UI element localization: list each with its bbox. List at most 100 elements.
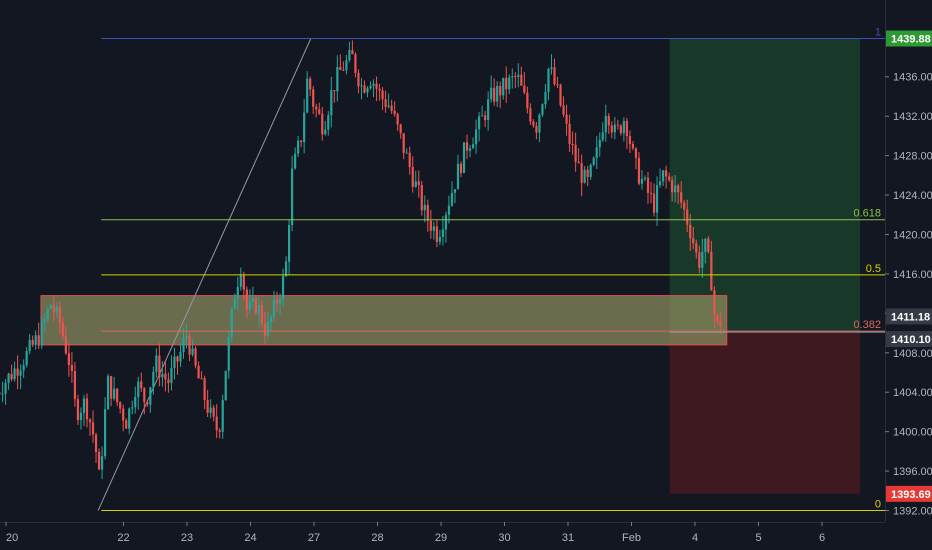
candle-body-187: [559, 84, 562, 106]
profit-target-zone[interactable]: [669, 38, 861, 333]
candle-body-177: [529, 108, 532, 122]
candle-body-182: [544, 91, 547, 105]
candle-body-208: [622, 121, 625, 134]
candle-body-226: [677, 185, 680, 193]
price-tick-label-6: 1416.00: [893, 269, 932, 281]
time-tick-label-1: 22: [117, 532, 129, 544]
candle-body-142: [423, 204, 426, 211]
candle-body-165: [493, 87, 496, 102]
candle-body-130: [387, 105, 390, 107]
candle-body-227: [680, 192, 683, 203]
price-tag-label-2: 1410.10: [891, 334, 931, 346]
candle-body-55: [161, 373, 164, 378]
candle-body-53: [155, 355, 158, 372]
candle-body-202: [604, 115, 607, 133]
candle-body-125: [372, 83, 375, 86]
candle-body-149: [444, 214, 448, 230]
time-tick-label-3: 24: [244, 532, 256, 544]
candle-body-112: [333, 90, 336, 92]
candle-body-164: [490, 87, 493, 100]
candle-body-183: [547, 68, 550, 92]
time-axis[interactable]: 20 22 23 24 27 28 29 30 31 Feb 4 5 6: [0, 522, 885, 544]
candle-body-139: [414, 181, 417, 187]
candle-body-192: [574, 144, 577, 162]
support-zone-rectangle[interactable]: [40, 295, 728, 346]
candle-body-120: [357, 72, 360, 87]
stop-loss-zone[interactable]: [669, 332, 861, 494]
candle-body-199: [595, 147, 598, 158]
candle-body-140: [417, 181, 420, 185]
candle-body-163: [487, 99, 490, 121]
candle-body-219: [655, 185, 659, 213]
candle-body-179: [535, 125, 538, 133]
candle-body-86: [254, 297, 257, 314]
candle-body-60: [176, 356, 179, 362]
candle-body-188: [562, 105, 565, 115]
candle-body-176: [526, 92, 529, 109]
candle-body-141: [420, 184, 423, 211]
candle-body-46: [134, 396, 137, 408]
fib-level-label-0: 0: [875, 499, 881, 511]
fib-level-label-0.382: 0.382: [853, 319, 881, 331]
candle-body-102: [303, 112, 306, 143]
candle-body-52: [152, 371, 155, 388]
candle-body-97: [287, 224, 291, 262]
candle-body-235: [704, 238, 707, 252]
candle-body-77: [227, 337, 230, 371]
candle-body-148: [441, 229, 445, 237]
candle-body-111: [330, 90, 333, 116]
candle-body-221: [661, 170, 665, 182]
candle-body-230: [689, 224, 692, 239]
candle-body-228: [683, 202, 686, 210]
candle-body-144: [429, 220, 432, 231]
candle-body-151: [450, 192, 454, 206]
price-tick-label-4: 1408.00: [893, 348, 932, 360]
candle-body-24: [67, 353, 70, 365]
candle-body-19: [52, 305, 55, 313]
candle-body-50: [146, 402, 149, 405]
candle-body-201: [601, 132, 604, 140]
candle-body-223: [668, 176, 671, 180]
candle-body-238: [713, 290, 716, 316]
candle-body-79: [233, 298, 236, 309]
candle-body-6: [13, 368, 16, 380]
candle-body-89: [263, 324, 267, 337]
candle-body-68: [200, 378, 203, 380]
candle-body-20: [55, 306, 58, 313]
candle-body-170: [508, 77, 511, 90]
time-tick-label-2: 23: [181, 532, 193, 544]
candle-body-96: [284, 261, 288, 277]
candle-body-83: [245, 289, 248, 310]
candle-body-128: [381, 90, 384, 100]
price-tag-label-3: 1393.69: [891, 489, 931, 501]
candle-body-74: [218, 430, 221, 432]
candle-body-30: [85, 398, 89, 420]
time-tick-label-11: 5: [755, 532, 761, 544]
candle-body-107: [318, 109, 321, 114]
candle-body-186: [556, 84, 559, 86]
time-tick-label-10: 4: [692, 532, 698, 544]
candle-body-47: [137, 381, 140, 397]
price-tag-label-1: 1411.18: [891, 311, 930, 323]
candle-body-211: [631, 143, 635, 149]
candle-body-62: [182, 338, 185, 352]
candle-body-153: [456, 163, 460, 190]
candle-body-56: [164, 373, 167, 380]
candles-layer: [0, 40, 722, 480]
candle-body-88: [260, 305, 264, 325]
candle-body-222: [665, 170, 668, 177]
price-axis[interactable]: 1392.001396.001400.001404.001408.001412.…: [885, 0, 932, 550]
candle-body-71: [209, 407, 212, 413]
candle-body-200: [598, 139, 601, 148]
candle-body-2: [1, 393, 4, 395]
candle-body-14: [37, 335, 40, 346]
candle-body-93: [275, 299, 279, 304]
candle-body-198: [592, 157, 595, 165]
candle-body-138: [411, 167, 414, 187]
candle-body-194: [580, 163, 583, 183]
candle-body-162: [484, 115, 487, 121]
candle-body-135: [402, 133, 405, 153]
candle-body-72: [212, 407, 215, 417]
price-tick-label-0: 1392.00: [893, 506, 932, 518]
